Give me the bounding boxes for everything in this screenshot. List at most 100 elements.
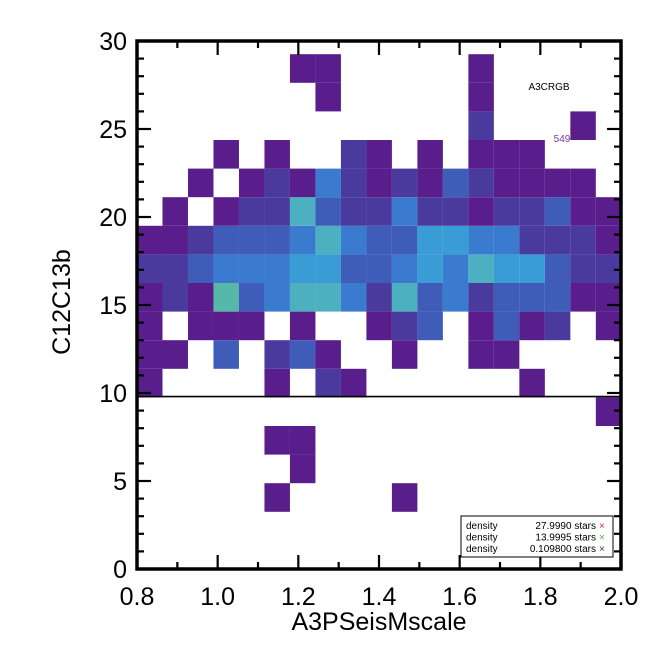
heatmap-cell (544, 197, 571, 226)
heatmap-cell (442, 283, 469, 312)
legend-label: density (466, 533, 498, 544)
heatmap-cell (595, 197, 621, 226)
heatmap-cell (570, 283, 596, 312)
heatmap-cell (187, 283, 214, 312)
annotation-label: A3CRGB (528, 82, 569, 93)
heatmap-cell (417, 311, 443, 341)
heatmap-cell (391, 283, 418, 312)
heatmap-cell (417, 283, 443, 312)
heatmap-cell (391, 225, 418, 255)
heatmap-cell (366, 225, 392, 255)
heatmap-cell (213, 197, 239, 226)
legend-label: density (466, 544, 498, 555)
heatmap-cell (544, 283, 571, 312)
x-tick-label: 1.2 (281, 583, 316, 611)
heatmap-cell (340, 368, 367, 398)
heatmap-cell (493, 140, 520, 169)
heatmap-cell (264, 283, 290, 312)
heatmap-cell (315, 368, 341, 398)
y-axis-title: C12C13b (48, 249, 76, 355)
heatmap-cell (289, 311, 316, 341)
heatmap-cell (289, 340, 316, 369)
heatmap-cell (264, 340, 290, 369)
heatmap-cell (468, 54, 494, 83)
heatmap-cell (289, 426, 316, 455)
heatmap-cell (340, 140, 367, 169)
heatmap-cell (238, 254, 265, 283)
heatmap-cell (519, 225, 545, 255)
heatmap-cell (340, 254, 367, 283)
heatmap-cell (289, 283, 316, 312)
heatmap-cell (544, 225, 571, 255)
heatmap-cell (315, 340, 341, 369)
heatmap-cell (213, 254, 239, 283)
heatmap-cell (442, 254, 469, 283)
heatmap-cell (264, 483, 290, 512)
y-tick-label: 25 (99, 116, 127, 144)
heatmap-cell (264, 225, 290, 255)
x-tick-label: 2.0 (604, 583, 639, 611)
heatmap-cell (519, 254, 545, 283)
heatmap-cell (366, 283, 392, 312)
heatmap-cell (417, 197, 443, 226)
heatmap-cell (366, 254, 392, 283)
y-tick-label: 30 (99, 28, 127, 56)
heatmap-cell (468, 140, 494, 169)
heatmap-cell (289, 197, 316, 226)
heatmap-cell (417, 225, 443, 255)
heatmap-cell (468, 225, 494, 255)
heatmap-cell (289, 54, 316, 83)
heatmap-cell (238, 283, 265, 312)
heatmap-cell (442, 197, 469, 226)
heatmap-cell (137, 340, 163, 369)
heatmap-cell (391, 311, 418, 341)
heatmap-cell (187, 254, 214, 283)
heatmap-cell (366, 311, 392, 341)
heatmap-cell (137, 311, 163, 341)
heatmap-cell (519, 283, 545, 312)
heatmap-cell (213, 225, 239, 255)
x-tick-label: 1.8 (523, 583, 558, 611)
heatmap-cell (213, 311, 239, 341)
heatmap-cell (468, 340, 494, 369)
x-tick-label: 0.8 (120, 583, 155, 611)
heatmap-cell (162, 197, 188, 226)
heatmap-cell (493, 311, 520, 341)
y-tick-label: 10 (99, 380, 127, 408)
heatmap-cell (315, 283, 341, 312)
x-axis-title: A3PSeisMscale (291, 608, 466, 636)
heatmap-cell (264, 140, 290, 169)
x-tick-labels: 0.8 1.0 1.2 1.4 1.6 1.8 2.0 (120, 583, 639, 611)
heatmap-cell (442, 168, 469, 198)
y-tick-label: 15 (99, 292, 127, 320)
heatmap-cell (264, 426, 290, 455)
axis-ticks (135, 39, 623, 571)
heatmap-cell (442, 225, 469, 255)
y-tick-labels: 0 5 10 15 20 25 30 (99, 28, 127, 584)
heatmap-cell (417, 254, 443, 283)
y-tick-label: 0 (113, 556, 127, 584)
legend: density 27.9990 stars ×density 13.9995 star… (460, 515, 614, 558)
heatmap-cells (137, 54, 621, 512)
heatmap-cell (468, 82, 494, 112)
heatmap-cell (289, 454, 316, 484)
heatmap-cell (493, 340, 520, 369)
heatmap-cell (391, 254, 418, 283)
heatmap-cell (468, 283, 494, 312)
y-tick-label: 20 (99, 204, 127, 232)
heatmap-cell (468, 111, 494, 140)
heatmap-cell (366, 140, 392, 169)
heatmap-cell (340, 225, 367, 255)
heatmap-cell (213, 140, 239, 169)
heatmap-cell (238, 311, 265, 341)
heatmap-cell (264, 168, 290, 198)
x-tick-label: 1.4 (362, 583, 397, 611)
heatmap-cell (417, 168, 443, 198)
heatmap-cell (570, 254, 596, 283)
x-tick-label: 1.6 (442, 583, 477, 611)
heatmap-cell (315, 54, 341, 83)
legend-value: 27.9990 stars (535, 521, 596, 532)
heatmap-cell (493, 283, 520, 312)
legend-marker: × (599, 544, 605, 555)
